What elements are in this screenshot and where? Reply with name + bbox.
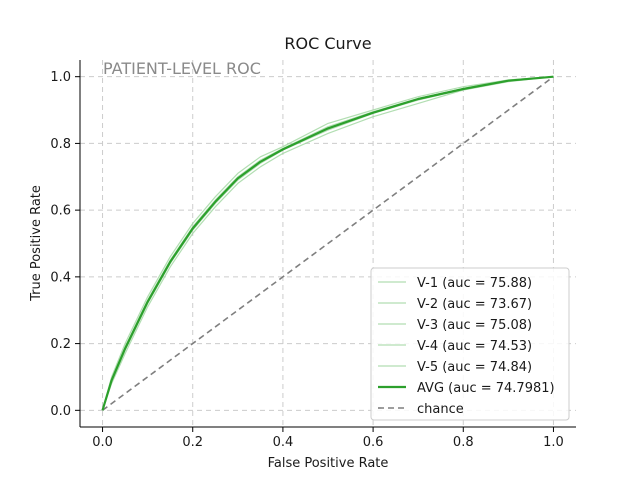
x-axis-label: False Positive Rate <box>268 456 389 471</box>
x-ticks: 0.0 0.2 0.4 0.6 0.8 1.0 <box>92 427 564 450</box>
series-line-v-2 <box>101 76 554 411</box>
patient-level-annotation: PATIENT-LEVEL ROC <box>103 59 261 78</box>
x-tick-label: 0.2 <box>182 435 203 450</box>
y-tick-label: 0.2 <box>50 337 71 352</box>
y-ticks: 0.0 0.2 0.4 0.6 0.8 1.0 <box>50 70 80 419</box>
y-tick-label: 0.8 <box>50 137 71 152</box>
legend-label-v-2: V-2 (auc = 73.67) <box>417 297 532 312</box>
legend-label-v-4: V-4 (auc = 74.53) <box>417 339 532 354</box>
series-line-avg <box>101 75 554 411</box>
y-tick-label: 0.0 <box>50 404 71 419</box>
y-axis-label: True Positive Rate <box>29 185 44 302</box>
y-tick-label: 0.4 <box>50 270 71 285</box>
series-line-chance <box>102 76 554 411</box>
grid <box>80 60 576 427</box>
legend-label-v-3: V-3 (auc = 75.08) <box>417 318 532 333</box>
legend-label-v-5: V-5 (auc = 74.84) <box>417 360 532 375</box>
x-tick-label: 0.8 <box>453 435 474 450</box>
legend-label-avg: AVG (auc = 74.7981) <box>417 381 555 396</box>
avg-curve-layer <box>101 75 554 411</box>
y-tick-label: 0.6 <box>50 204 71 219</box>
legend: V-1 (auc = 75.88) V-2 (auc = 73.67) V-3 (a… <box>370 267 570 421</box>
legend-label-chance: chance <box>417 402 464 417</box>
legend-frame <box>370 267 570 421</box>
x-tick-label: 0.0 <box>92 435 113 450</box>
x-tick-label: 0.6 <box>363 435 384 450</box>
chart-title: ROC Curve <box>284 34 371 53</box>
series-line-v-1 <box>101 76 554 411</box>
x-tick-label: 0.4 <box>273 435 294 450</box>
x-tick-label: 1.0 <box>543 435 564 450</box>
legend-label-v-1: V-1 (auc = 75.88) <box>417 276 532 291</box>
chance-layer <box>102 76 554 411</box>
y-tick-label: 1.0 <box>50 70 71 85</box>
